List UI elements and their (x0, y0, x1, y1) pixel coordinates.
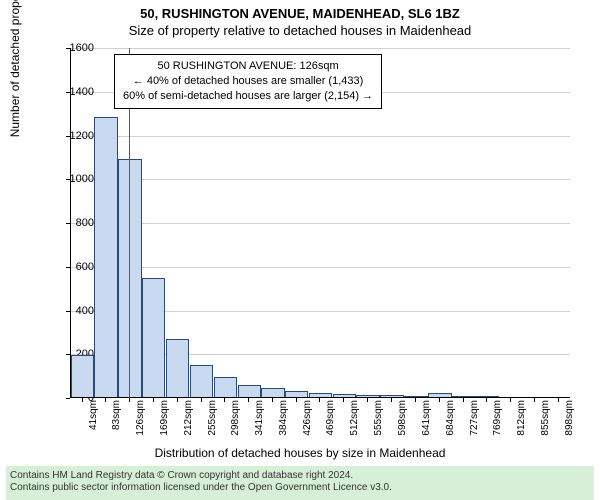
ytick-label: 800 (44, 217, 94, 229)
xtick-label: 341sqm (254, 400, 266, 448)
xtick-mark (367, 398, 368, 402)
xtick-label: 898sqm (564, 400, 576, 448)
histogram-bar (94, 117, 117, 398)
xtick-mark (463, 398, 464, 402)
xtick-mark (534, 398, 535, 402)
gridline (70, 223, 570, 224)
histogram-bar (404, 396, 427, 398)
xtick-label: 512sqm (349, 400, 361, 448)
xtick-mark (201, 398, 202, 402)
title-block: 50, RUSHINGTON AVENUE, MAIDENHEAD, SL6 1… (0, 0, 600, 38)
xtick-mark (296, 398, 297, 402)
xtick-mark (510, 398, 511, 402)
annotation-line: ← 40% of detached houses are smaller (1,… (123, 74, 373, 89)
xtick-label: 384sqm (278, 400, 290, 448)
xtick-label: 255sqm (207, 400, 219, 448)
xtick-label: 212sqm (183, 400, 195, 448)
xtick-mark (391, 398, 392, 402)
xtick-mark (153, 398, 154, 402)
ytick-label: 600 (44, 261, 94, 273)
xtick-mark (558, 398, 559, 402)
attribution-line: Contains public sector information licen… (10, 482, 590, 494)
histogram-bar (142, 278, 165, 398)
histogram-bar (333, 394, 356, 398)
gridline (70, 267, 570, 268)
xtick-mark (319, 398, 320, 402)
ytick-label: 1400 (44, 86, 94, 98)
xtick-mark (272, 398, 273, 402)
y-axis-label: Number of detached properties (8, 0, 22, 137)
histogram-bar (190, 365, 213, 398)
title-address: 50, RUSHINGTON AVENUE, MAIDENHEAD, SL6 1… (0, 6, 600, 21)
xtick-label: 598sqm (397, 400, 409, 448)
xtick-label: 684sqm (445, 400, 457, 448)
xtick-label: 727sqm (469, 400, 481, 448)
histogram-bar (428, 393, 451, 398)
xtick-mark (224, 398, 225, 402)
xtick-label: 126sqm (135, 400, 147, 448)
plot-area: 41sqm83sqm126sqm169sqm212sqm255sqm298sqm… (70, 48, 570, 398)
attribution-box: Contains HM Land Registry data © Crown c… (6, 466, 594, 500)
xtick-label: 41sqm (88, 400, 100, 448)
xtick-label: 426sqm (302, 400, 314, 448)
annotation-box: 50 RUSHINGTON AVENUE: 126sqm ← 40% of de… (114, 54, 382, 109)
histogram-bar (71, 355, 94, 398)
xtick-mark (105, 398, 106, 402)
xtick-mark (486, 398, 487, 402)
xtick-mark (129, 398, 130, 402)
title-subtitle: Size of property relative to detached ho… (0, 23, 600, 38)
xtick-label: 555sqm (373, 400, 385, 448)
histogram-bar (452, 396, 475, 398)
histogram-bar (309, 393, 332, 398)
xtick-mark (439, 398, 440, 402)
histogram-bar (261, 388, 284, 398)
histogram-bar (166, 339, 189, 398)
histogram-bar (238, 385, 261, 398)
ytick-label: 1200 (44, 130, 94, 142)
histogram-bar (475, 396, 498, 398)
gridline (70, 136, 570, 137)
gridline (70, 48, 570, 49)
xtick-label: 169sqm (159, 400, 171, 448)
histogram-bar (499, 397, 522, 398)
ytick-label: 1000 (44, 173, 94, 185)
annotation-line: 60% of semi-detached houses are larger (… (123, 89, 373, 104)
xtick-label: 83sqm (111, 400, 123, 448)
histogram-bar (380, 395, 403, 398)
xtick-label: 855sqm (540, 400, 552, 448)
xtick-label: 298sqm (230, 400, 242, 448)
histogram-bar (356, 395, 379, 398)
x-axis-label: Distribution of detached houses by size … (0, 446, 600, 460)
chart-container: 50, RUSHINGTON AVENUE, MAIDENHEAD, SL6 1… (0, 0, 600, 500)
histogram-bar (547, 397, 570, 398)
xtick-label: 812sqm (516, 400, 528, 448)
annotation-line: 50 RUSHINGTON AVENUE: 126sqm (123, 59, 373, 74)
xtick-label: 641sqm (421, 400, 433, 448)
xtick-label: 469sqm (325, 400, 337, 448)
ytick-label: 1600 (44, 42, 94, 54)
xtick-label: 769sqm (492, 400, 504, 448)
attribution-line: Contains HM Land Registry data © Crown c… (10, 470, 590, 482)
xtick-mark (343, 398, 344, 402)
histogram-bar (523, 397, 546, 398)
ytick-label: 400 (44, 305, 94, 317)
xtick-mark (177, 398, 178, 402)
xtick-mark (248, 398, 249, 402)
xtick-mark (415, 398, 416, 402)
histogram-bar (285, 391, 308, 398)
gridline (70, 179, 570, 180)
histogram-bar (214, 377, 237, 398)
